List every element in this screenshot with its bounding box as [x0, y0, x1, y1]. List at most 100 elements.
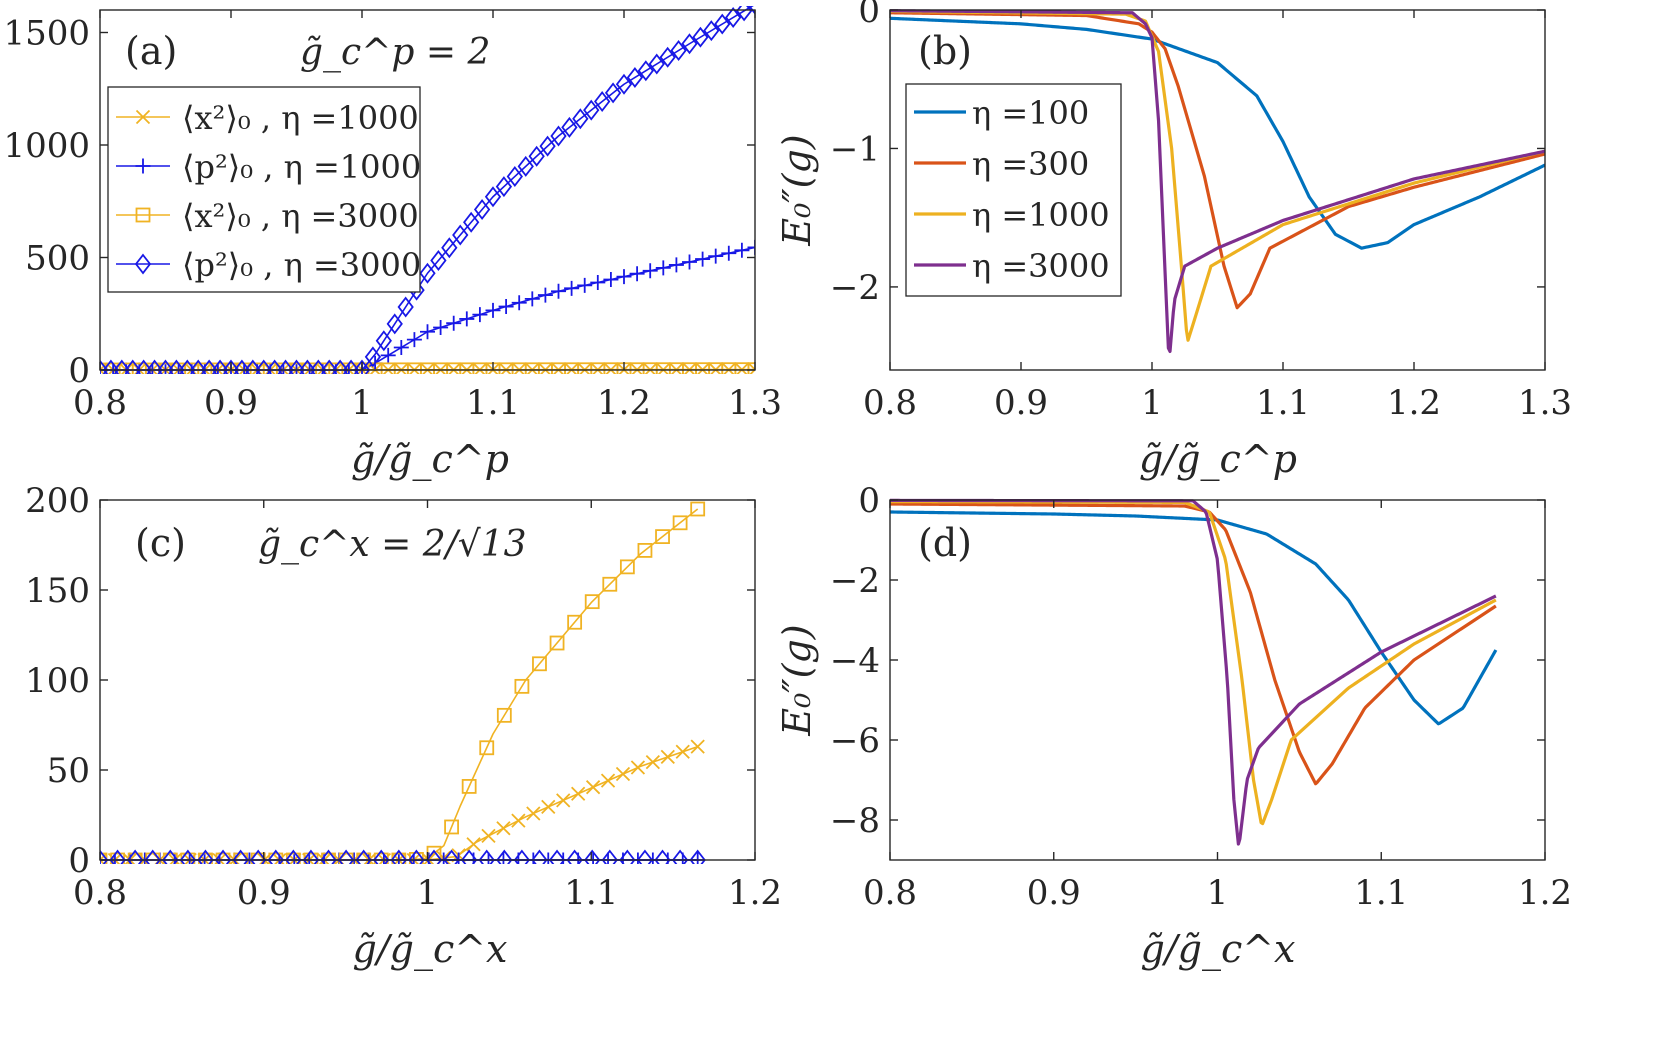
data-point [561, 116, 578, 138]
data-point [214, 849, 232, 864]
legend-box [905, 83, 1122, 297]
series-4 [890, 498, 1497, 846]
panel-a: 0.8 0.9 1 1.1 1.2 1.3 0 500 1000 1500 g̃/g̃_c^p (a)… [3, 6, 782, 482]
data-point [725, 7, 742, 28]
x-axis-label: g̃/g̃_c^x [352, 927, 507, 972]
x-tick-label: 0.9 [1027, 873, 1081, 913]
data-point [550, 125, 567, 147]
data-point [452, 224, 469, 246]
data-point [590, 274, 606, 290]
x-tick-label: 0.9 [237, 873, 291, 913]
data-point [498, 299, 514, 315]
x-tick-label: 1.2 [1518, 873, 1572, 913]
legend-label: ⟨p²⟩₀ , η =3000 [182, 246, 421, 284]
data-point [692, 26, 709, 48]
x-tick-label: 1 [1141, 383, 1163, 423]
data-point [514, 678, 530, 694]
data-point [682, 254, 697, 270]
data-point [332, 359, 349, 374]
panel-label: (d) [918, 521, 972, 565]
data-point [564, 280, 580, 296]
data-point [626, 67, 644, 88]
x-tick-label: 0.9 [994, 383, 1048, 423]
data-point [670, 40, 687, 61]
data-point [255, 359, 272, 374]
series-4 [890, 9, 1545, 353]
data-point [288, 359, 305, 374]
series-line [890, 9, 1545, 353]
data-point [373, 849, 390, 864]
y-tick-label: 500 [25, 239, 90, 279]
data-point [393, 340, 409, 355]
data-point [233, 359, 251, 374]
data-point [616, 269, 632, 285]
x-tick-label: 1.3 [1518, 383, 1572, 423]
legend-marker [134, 253, 152, 275]
data-point [496, 821, 511, 836]
data-point [496, 849, 513, 864]
data-point [479, 740, 495, 756]
data-point [548, 849, 566, 864]
data-point [419, 262, 436, 284]
axes-box [99, 9, 756, 371]
data-point [463, 211, 480, 233]
data-point [513, 849, 531, 864]
data-point [537, 287, 553, 303]
data-point [244, 359, 261, 374]
y-axis-label: E₀″(g) [775, 134, 819, 246]
data-point [461, 779, 477, 794]
y-tick-label: 1500 [3, 14, 90, 54]
data-point [232, 849, 249, 864]
x-axis-label: g̃/g̃_c^p [351, 437, 509, 482]
panel-label: (b) [918, 29, 972, 73]
legend-marker [135, 207, 151, 223]
legend: η =100 η =300 η =1000 η =3000 [905, 83, 1122, 297]
data-point [675, 744, 690, 759]
data-point [179, 359, 196, 374]
data-point [645, 754, 660, 770]
series-line [890, 502, 1497, 786]
legend-label: ⟨x²⟩₀ , η =1000 [182, 99, 419, 137]
data-point [642, 263, 658, 279]
data-point [690, 501, 706, 517]
data-point [135, 359, 152, 374]
data-point [572, 108, 589, 130]
data-point [100, 849, 109, 864]
data-point [603, 272, 619, 288]
data-point [375, 330, 392, 352]
data-point [630, 760, 646, 775]
data-point [355, 849, 372, 864]
panel-b: 0.8 0.9 1 1.1 1.2 1.30−1−2g̃/g̃_c^pE₀″(g)(b)η… [775, 0, 1572, 482]
data-point [539, 135, 556, 157]
data-point [211, 359, 229, 374]
data-point [655, 260, 671, 276]
data-point [584, 849, 601, 864]
data-point [162, 849, 179, 864]
data-point [619, 559, 635, 575]
x-tick-label: 1.1 [1256, 383, 1310, 423]
data-point [461, 849, 478, 864]
x-tick-label: 1 [417, 873, 439, 913]
data-point [648, 53, 665, 75]
legend-box [107, 86, 421, 293]
data-point [681, 33, 698, 55]
data-point [747, 362, 755, 374]
series-line [890, 500, 1497, 826]
data-point [179, 849, 197, 864]
data-point [267, 849, 284, 864]
data-point [277, 359, 294, 374]
data-point [604, 82, 622, 104]
y-tick-label: 0 [858, 481, 880, 521]
y-tick-label: 0 [68, 351, 90, 391]
data-point [708, 248, 724, 264]
series-line [890, 16, 1545, 250]
data-point [446, 315, 462, 331]
data-point [310, 359, 327, 374]
data-point [526, 806, 541, 821]
data-point [472, 307, 488, 323]
data-point [511, 295, 527, 311]
data-point [250, 849, 267, 864]
series-line [890, 11, 1545, 310]
data-point [541, 799, 556, 815]
data-point [197, 849, 214, 864]
